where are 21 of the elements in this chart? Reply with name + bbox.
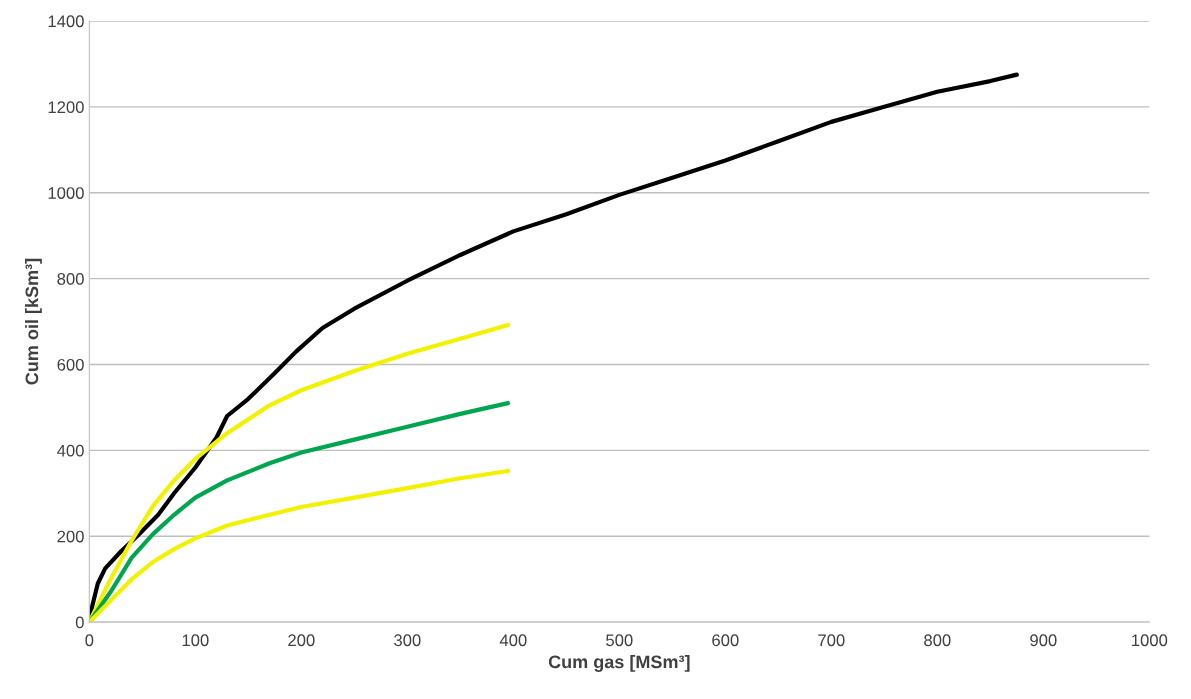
x-tick-label: 400	[499, 634, 527, 647]
y-tick-label: 1000	[48, 187, 84, 199]
x-tick-label: 0	[85, 634, 94, 647]
y-tick-label: 1400	[48, 15, 84, 28]
y-tick-label: 600	[57, 358, 84, 371]
y-tick-label: 400	[57, 444, 84, 457]
x-axis-title: Cum gas [MSm³]	[548, 655, 690, 672]
x-tick-label: 900	[1030, 634, 1057, 647]
y-tick-label: 1200	[48, 101, 84, 114]
x-tick-label: 500	[606, 634, 633, 647]
x-tick-label: 1000	[1132, 634, 1168, 647]
x-tick-label: 300	[394, 634, 421, 647]
x-tick-label: 100	[182, 634, 209, 647]
x-tick-label: 200	[288, 634, 315, 647]
x-tick-label: 700	[818, 634, 845, 647]
y-tick-label: 800	[57, 273, 84, 285]
y-tick-label: 0	[75, 616, 84, 629]
y-axis-title: Cum oil [kSm³]	[25, 258, 42, 385]
x-tick-label: 600	[712, 634, 739, 647]
x-tick-label: 800	[924, 634, 951, 647]
y-tick-label: 200	[57, 530, 84, 543]
